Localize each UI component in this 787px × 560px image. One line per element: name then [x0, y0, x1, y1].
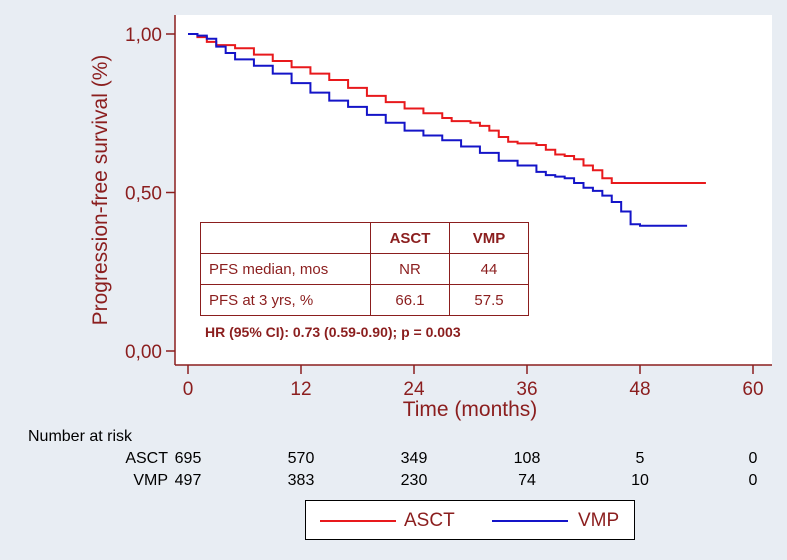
table-cell-vmp: 57.5: [449, 284, 529, 316]
table-cell-asct: NR: [370, 253, 450, 285]
y-tick-label: 0,50: [125, 184, 162, 205]
risk-value: 74: [518, 472, 536, 489]
risk-row-label: ASCT: [125, 450, 168, 467]
table-header-asct: ASCT: [370, 222, 450, 254]
hazard-ratio-text: HR (95% CI): 0.73 (0.59-0.90); p = 0.003: [205, 324, 461, 340]
risk-value: 230: [400, 472, 428, 489]
legend-line-vmp: [492, 520, 568, 522]
risk-value: 0: [748, 450, 758, 467]
km-chart: [188, 33, 706, 227]
table-header-blank: [200, 222, 371, 254]
x-tick-label: 60: [742, 379, 763, 400]
risk-value: 5: [635, 450, 645, 467]
risk-row-label: VMP: [133, 472, 168, 489]
x-tick-label: 24: [403, 379, 425, 400]
risk-value: 695: [174, 450, 202, 467]
table-row: PFS at 3 yrs, % 66.1 57.5: [200, 284, 529, 316]
x-axis-title: Time (months): [403, 398, 538, 421]
series-line-vmp: [188, 33, 688, 227]
risk-value: 570: [287, 450, 315, 467]
x-tick-label: 36: [516, 379, 537, 400]
risk-value: 108: [513, 450, 541, 467]
y-axis-title: Progression-free survival (%): [89, 55, 112, 326]
table-row-label: PFS median, mos: [200, 253, 371, 285]
table-cell-asct: 66.1: [370, 284, 450, 316]
table-row-label: PFS at 3 yrs, %: [200, 284, 371, 316]
risk-table-title: Number at risk: [28, 428, 133, 445]
x-tick-label: 0: [183, 379, 194, 400]
x-tick-label: 48: [629, 379, 650, 400]
table-header-vmp: VMP: [449, 222, 529, 254]
series-line-asct: [188, 33, 706, 184]
legend-label-asct: ASCT: [404, 510, 455, 531]
legend-label-vmp: VMP: [578, 510, 620, 531]
legend-line-asct: [320, 520, 396, 522]
results-table: ASCT VMP PFS median, mos NR 44 PFS at 3 …: [200, 222, 529, 316]
table-row: PFS median, mos NR 44: [200, 253, 529, 285]
risk-value: 10: [631, 472, 649, 489]
legend: ASCT VMP: [305, 500, 635, 540]
y-tick-label: 0,00: [125, 342, 162, 363]
table-header-row: ASCT VMP: [200, 222, 529, 254]
table-cell-vmp: 44: [449, 253, 529, 285]
risk-value: 497: [174, 472, 202, 489]
risk-value: 349: [400, 450, 428, 467]
x-tick-label: 12: [290, 379, 311, 400]
y-tick-label: 1,00: [125, 25, 162, 46]
risk-value: 0: [748, 472, 758, 489]
risk-value: 383: [287, 472, 315, 489]
